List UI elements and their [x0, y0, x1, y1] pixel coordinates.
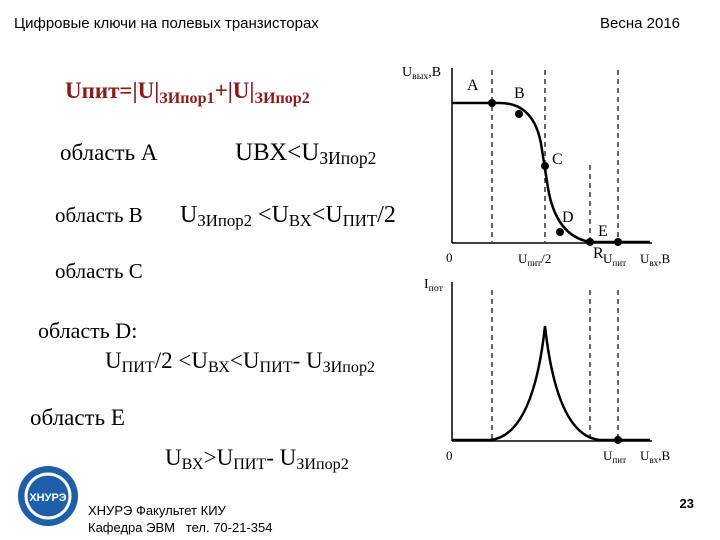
origin-label: 0: [446, 448, 453, 463]
region-condition: UЗИпор2 <UВХ<UПИТ/2: [180, 202, 396, 230]
text-part: Uпит=|U|: [65, 78, 159, 103]
region-condition: UВХ<UЗИпор2: [235, 139, 376, 168]
text-part: /2: [541, 251, 551, 266]
axis-label: Uвх,В: [640, 251, 670, 268]
logo: ХНУРЭ: [18, 466, 78, 526]
text-part: ,В: [428, 65, 441, 80]
region-name: область A: [60, 140, 158, 165]
text-part: ВХ: [182, 456, 204, 473]
footer-line: ХНУРЭ Факультет КИУ: [88, 503, 227, 518]
point-label: D: [562, 209, 574, 226]
x-tick-label: Uпит: [603, 251, 626, 268]
text-part: +|U|: [215, 78, 255, 103]
text-part: ЗИпор2: [323, 359, 375, 376]
text-part: I: [424, 277, 429, 292]
text-part: ЗИпор2: [319, 148, 376, 168]
axis-label: Uвых,В: [402, 65, 441, 82]
text-part: U: [518, 251, 528, 266]
origin-label: 0: [446, 250, 453, 265]
text-part: <U: [230, 348, 260, 373]
text-part: /2: [377, 202, 396, 228]
text-part: ,В: [658, 251, 670, 266]
text-part: ,В: [658, 448, 670, 463]
point-label: E: [598, 223, 608, 240]
text-part: ВХ: [289, 211, 312, 230]
text-part: <U: [252, 202, 289, 228]
point-label: R: [593, 245, 604, 262]
text-part: U: [603, 251, 613, 266]
text-part: U: [105, 348, 122, 373]
text-part: ЗИпор2: [296, 456, 348, 473]
x-tick-label: Uпит: [603, 448, 626, 465]
text-part: вх: [649, 455, 658, 465]
text-part: ЗИпор2: [254, 90, 309, 107]
text-part: <U: [312, 202, 343, 228]
point-label: B: [514, 85, 525, 102]
region-condition: UПИТ/2 <UВХ<UПИТ- UЗИпор2: [105, 348, 375, 376]
text-part: U: [640, 448, 650, 463]
text-part: вх: [649, 258, 658, 268]
text-part: UВХ<U: [235, 139, 319, 166]
text-part: U: [603, 448, 613, 463]
text-part: - U: [266, 445, 296, 470]
point-label: A: [467, 77, 479, 94]
point-label: C: [552, 151, 563, 168]
text-part: U: [640, 251, 650, 266]
text-part: >U: [204, 445, 234, 470]
region-name: область E: [30, 405, 125, 430]
text-part: U: [165, 445, 182, 470]
text-part: вых: [412, 71, 428, 82]
x-tick-label: Uпит/2: [518, 251, 551, 268]
region-name: область B: [55, 203, 143, 227]
text-part: ЗИпор2: [197, 211, 252, 230]
header-title: Цифровые ключи на полевых транзисторах: [14, 15, 319, 32]
bottom-graph: Iпот 0 Uпит Uвх,В: [424, 277, 670, 465]
logo-text: ХНУРЭ: [29, 492, 66, 504]
text-part: /2 <U: [155, 348, 209, 373]
formula: Uпит=|U|ЗИпор1+|U|ЗИпор2: [65, 78, 310, 107]
footer-line: Кафедра ЭВМ тел. 70-21-354: [88, 520, 272, 535]
text-part: - U: [293, 348, 323, 373]
text-part: ПИТ: [233, 456, 266, 473]
text-part: пот: [429, 283, 444, 294]
text-part: ВХ: [208, 359, 230, 376]
axis-label: Iпот: [424, 277, 444, 294]
page-number: 23: [680, 496, 694, 511]
region-name: область D:: [38, 318, 137, 343]
text-part: пит: [612, 258, 626, 268]
region-name: область C: [55, 259, 143, 283]
text-part: пит: [612, 455, 626, 465]
header-term: Весна 2016: [600, 15, 680, 32]
text-part: ПИТ: [343, 211, 378, 230]
text-part: ПИТ: [122, 359, 155, 376]
region-condition: UВХ>UПИТ- UЗИпор2: [165, 445, 349, 473]
axis-label: Uвх,В: [640, 448, 670, 465]
text-part: ПИТ: [260, 359, 293, 376]
top-graph: Uвых,В A B C D E R 0 Uпит/2 Uпит Uвх,В: [402, 65, 670, 268]
text-part: U: [180, 202, 197, 228]
text-part: U: [402, 65, 412, 80]
text-part: ЗИпор1: [159, 90, 214, 107]
text-part: пит: [527, 258, 541, 268]
